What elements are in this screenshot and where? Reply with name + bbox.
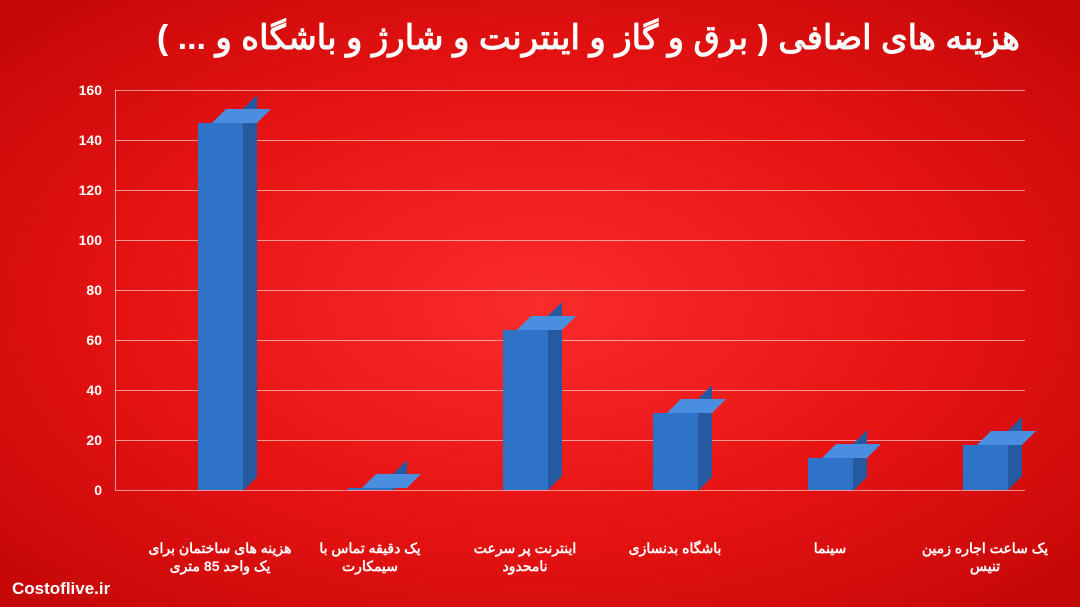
x-tick-label: سینما (755, 540, 905, 558)
bar-top-face (212, 109, 271, 123)
bar-front (198, 123, 243, 491)
bar-front (653, 413, 698, 491)
x-tick-label: یک ساعت اجاره زمین تنیس (910, 540, 1060, 575)
y-tick-label: 80 (86, 282, 102, 298)
bar-front (503, 330, 548, 490)
y-tick-label: 40 (86, 382, 102, 398)
grid-line (115, 490, 1025, 491)
bar (503, 330, 548, 490)
chart-area (115, 90, 1025, 535)
bar-top-face (822, 444, 881, 458)
bar-side-face (853, 430, 867, 491)
chart-title: هزینه های اضافی ( برق و گاز و اینترنت و … (157, 18, 1020, 58)
bar-side-face (243, 95, 257, 491)
y-tick-label: 60 (86, 332, 102, 348)
y-axis-labels: 020406080100120140160 (0, 90, 110, 490)
bars-group (115, 90, 1025, 490)
bar (963, 445, 1008, 490)
bar-front (808, 458, 853, 491)
x-axis-labels: هزینه های ساختمان برای یک واحد 85 مترییک… (115, 540, 1025, 588)
x-tick-label: هزینه های ساختمان برای یک واحد 85 متری (145, 540, 295, 575)
bar (653, 413, 698, 491)
bar-front (963, 445, 1008, 490)
bar-top-face (362, 474, 421, 488)
y-tick-label: 120 (79, 182, 102, 198)
bar (348, 488, 393, 491)
bar-top-face (977, 431, 1036, 445)
bar-side-face (548, 302, 562, 490)
bar (808, 458, 853, 491)
bar-top-face (667, 399, 726, 413)
watermark: Costoflive.ir (12, 579, 110, 599)
x-tick-label: یک دقیقه تماس با سیمکارت (295, 540, 445, 575)
y-tick-label: 100 (79, 232, 102, 248)
y-tick-label: 20 (86, 432, 102, 448)
bar-side-face (1008, 417, 1022, 490)
x-tick-label: اینترنت پر سرعت نامحدود (450, 540, 600, 575)
y-tick-label: 140 (79, 132, 102, 148)
bar-top-face (517, 316, 576, 330)
y-tick-label: 160 (79, 82, 102, 98)
y-tick-label: 0 (94, 482, 102, 498)
x-tick-label: باشگاه بدنسازی (600, 540, 750, 558)
bar (198, 123, 243, 491)
